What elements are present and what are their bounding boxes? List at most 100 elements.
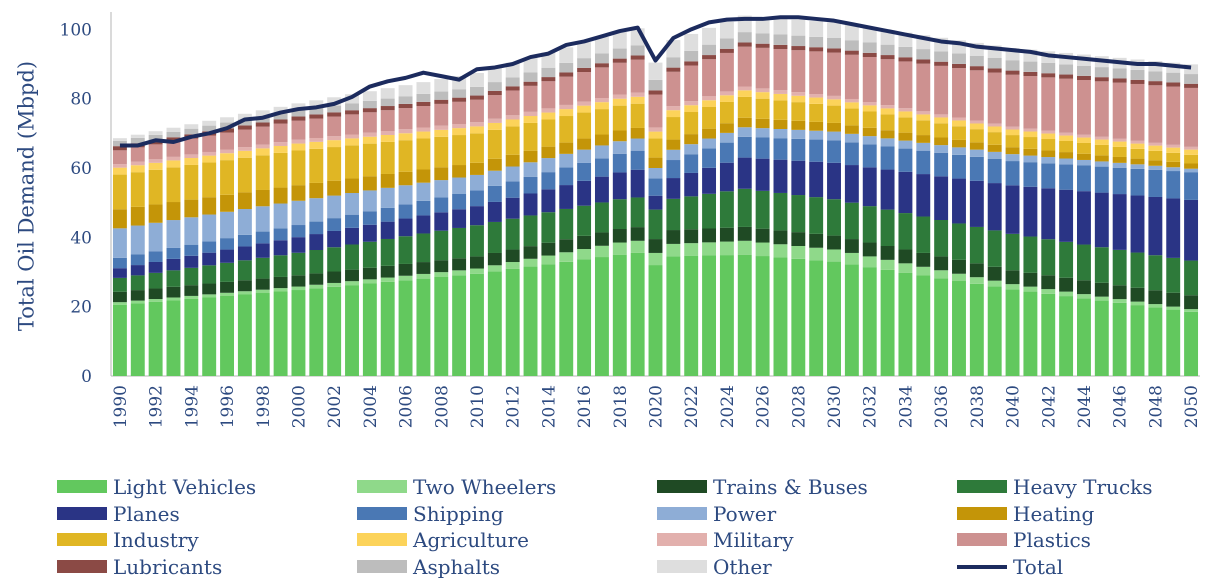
bar-power-2038 bbox=[969, 149, 984, 157]
bar-other-2022 bbox=[684, 33, 699, 51]
bar-agriculture-2026 bbox=[755, 92, 770, 99]
bar-power-1991 bbox=[130, 225, 145, 255]
bar-trains-and-buses-1997 bbox=[237, 280, 252, 292]
bar-heavy-trucks-2019 bbox=[630, 197, 645, 228]
bar-other-1999 bbox=[273, 106, 288, 114]
bar-lubricants-1990 bbox=[112, 146, 127, 151]
bar-power-2047 bbox=[1130, 164, 1145, 169]
bar-agriculture-2008 bbox=[434, 129, 449, 137]
bar-heavy-trucks-2026 bbox=[755, 190, 770, 229]
bar-planes-2018 bbox=[612, 172, 627, 200]
bar-asphalts-2019 bbox=[630, 45, 645, 56]
bar-trains-and-buses-2029 bbox=[809, 233, 824, 248]
bar-planes-2022 bbox=[684, 172, 699, 197]
bar-heating-2039 bbox=[987, 144, 1002, 152]
bar-planes-2043 bbox=[1059, 189, 1074, 242]
bar-light-vehicles-2033 bbox=[880, 269, 895, 376]
bar-other-2041 bbox=[1023, 49, 1038, 62]
bar-agriculture-2020 bbox=[648, 131, 663, 139]
bar-lubricants-2017 bbox=[594, 63, 609, 68]
bar-heavy-trucks-2023 bbox=[702, 193, 717, 229]
bar-lubricants-2015 bbox=[559, 72, 574, 77]
bar-plastics-2035 bbox=[916, 63, 931, 112]
bar-military-1997 bbox=[237, 147, 252, 151]
bar-asphalts-2018 bbox=[612, 48, 627, 59]
bar-plastics-2027 bbox=[773, 49, 788, 91]
bar-heavy-trucks-2008 bbox=[434, 230, 449, 261]
bar-planes-2040 bbox=[1005, 185, 1020, 234]
bar-planes-1991 bbox=[130, 265, 145, 276]
x-tick-label: 1998 bbox=[254, 385, 274, 428]
bar-asphalts-2007 bbox=[416, 93, 431, 102]
bar-heating-2010 bbox=[470, 162, 484, 175]
x-axis-ticks: 1990 1992 1994 1996 1998 2000 2002 2004 2006 2008… bbox=[111, 385, 1202, 428]
bar-plastics-2005 bbox=[380, 110, 395, 131]
bar-shipping-2043 bbox=[1059, 164, 1074, 190]
bar-heavy-trucks-2015 bbox=[559, 208, 574, 240]
bar-trains-and-buses-2037 bbox=[952, 259, 966, 274]
bar-military-2015 bbox=[559, 104, 574, 110]
bar-military-2001 bbox=[309, 138, 324, 142]
bar-power-1997 bbox=[237, 209, 252, 235]
bar-light-vehicles-1992 bbox=[148, 301, 163, 376]
bar-heavy-trucks-1996 bbox=[220, 262, 234, 282]
bar-other-1992 bbox=[148, 131, 163, 135]
x-tick-label: 2012 bbox=[504, 385, 524, 428]
bar-industry-2029 bbox=[809, 103, 824, 122]
bar-asphalts-2005 bbox=[380, 98, 395, 107]
legend-swatch bbox=[957, 533, 1007, 546]
y-axis-ticks: 0 20 40 60 80 100 bbox=[60, 20, 92, 387]
bar-shipping-2037 bbox=[952, 154, 966, 179]
bar-lubricants-2027 bbox=[773, 44, 788, 50]
bar-two-wheelers-2006 bbox=[398, 275, 413, 281]
bar-shipping-2002 bbox=[327, 218, 342, 231]
x-tick-label: 2048 bbox=[1146, 385, 1166, 428]
bar-planes-2027 bbox=[773, 159, 788, 193]
bar-heating-2044 bbox=[1077, 153, 1091, 160]
bar-agriculture-2044 bbox=[1077, 137, 1091, 143]
legend-item-light-vehicles: Light Vehicles bbox=[57, 475, 256, 499]
bar-military-1993 bbox=[166, 156, 181, 161]
bar-lubricants-2022 bbox=[684, 61, 699, 66]
bar-agriculture-2036 bbox=[934, 117, 949, 124]
y-tick-label: 20 bbox=[70, 298, 92, 318]
bar-trains-and-buses-1995 bbox=[202, 283, 217, 295]
bar-heavy-trucks-1992 bbox=[148, 272, 163, 289]
bar-lubricants-2002 bbox=[327, 112, 342, 117]
bar-trains-and-buses-2039 bbox=[987, 266, 1002, 281]
bar-power-2030 bbox=[827, 131, 841, 141]
bar-trains-and-buses-2013 bbox=[523, 246, 538, 259]
legend-label: Planes bbox=[113, 502, 180, 526]
bar-shipping-2047 bbox=[1130, 168, 1145, 196]
bar-industry-2004 bbox=[362, 143, 377, 177]
bar-plastics-2006 bbox=[398, 108, 413, 130]
bar-heating-2009 bbox=[452, 165, 467, 178]
bar-asphalts-2037 bbox=[952, 53, 966, 64]
bar-military-1991 bbox=[130, 161, 145, 166]
bar-light-vehicles-1998 bbox=[255, 293, 270, 376]
bar-agriculture-2009 bbox=[452, 128, 467, 136]
bar-heavy-trucks-2035 bbox=[916, 216, 931, 253]
bar-lubricants-2005 bbox=[380, 106, 395, 111]
bar-lubricants-2040 bbox=[1005, 70, 1020, 75]
bar-industry-2030 bbox=[827, 105, 841, 123]
legend-item-military: Military bbox=[657, 528, 794, 552]
bar-planes-2021 bbox=[666, 178, 681, 199]
bar-heating-2030 bbox=[827, 122, 841, 132]
bar-light-vehicles-2006 bbox=[398, 280, 413, 376]
bar-light-vehicles-2009 bbox=[452, 275, 467, 376]
bar-industry-2007 bbox=[416, 138, 431, 170]
bar-two-wheelers-2035 bbox=[916, 266, 931, 276]
bar-power-2007 bbox=[416, 182, 431, 201]
bar-agriculture-2015 bbox=[559, 109, 574, 117]
bar-planes-2049 bbox=[1166, 198, 1181, 258]
bar-heavy-trucks-2009 bbox=[452, 227, 467, 259]
bar-heating-2040 bbox=[1005, 147, 1020, 155]
bar-trains-and-buses-2033 bbox=[880, 246, 895, 260]
x-tick-label: 2028 bbox=[789, 385, 809, 428]
bar-plastics-2038 bbox=[969, 70, 984, 121]
bar-plastics-2021 bbox=[666, 71, 681, 107]
bar-heating-2012 bbox=[505, 154, 520, 167]
bar-agriculture-2007 bbox=[416, 131, 431, 139]
bar-planes-2042 bbox=[1041, 188, 1056, 240]
